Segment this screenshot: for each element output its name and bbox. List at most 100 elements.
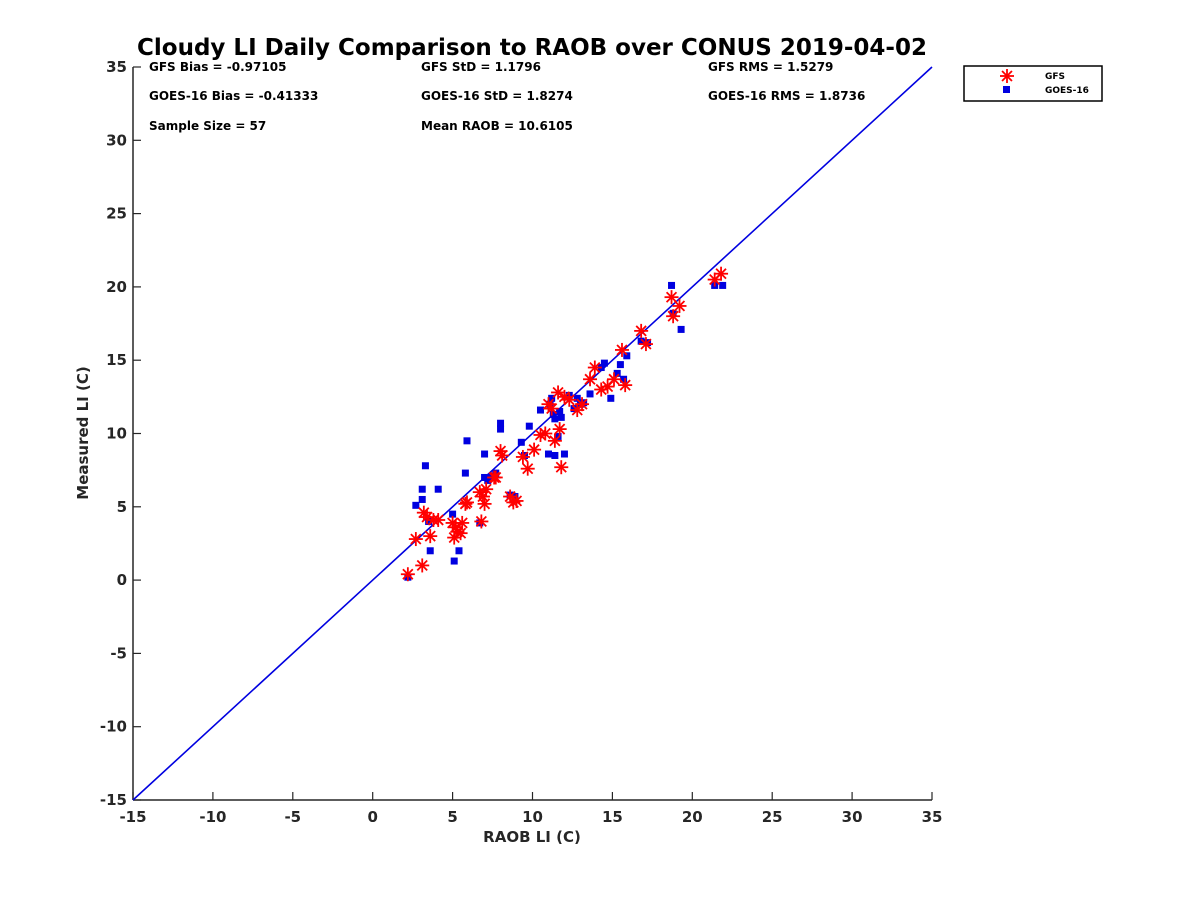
goes16-point xyxy=(551,451,559,459)
x-tick-label: -10 xyxy=(199,808,226,826)
goes16-point xyxy=(536,406,544,414)
goes16-point xyxy=(620,375,628,383)
stat-text: Sample Size = 57 xyxy=(149,119,266,133)
gfs-point xyxy=(562,392,577,407)
goes16-point xyxy=(551,415,559,423)
goes16-point xyxy=(637,337,645,345)
gfs-point xyxy=(474,514,489,529)
y-tick-label: 35 xyxy=(106,58,127,76)
goes16-point xyxy=(463,437,471,445)
gfs-point xyxy=(459,495,474,510)
goes16-point xyxy=(556,408,564,416)
gfs-point xyxy=(552,422,567,437)
y-tick-label: 5 xyxy=(117,498,127,516)
gfs-point xyxy=(495,448,510,463)
legend-goes-label: GOES-16 xyxy=(1045,86,1089,96)
gfs-point xyxy=(527,442,542,457)
legend-asterisk xyxy=(1000,69,1014,83)
gfs-point xyxy=(587,360,602,375)
goes16-point xyxy=(548,394,556,402)
goes16-point xyxy=(412,501,420,509)
goes16-point xyxy=(484,476,492,484)
goes16-point xyxy=(544,450,552,458)
gfs-point xyxy=(400,567,415,582)
goes16-point xyxy=(607,394,615,402)
gfs-point xyxy=(431,512,446,527)
x-tick-label: 25 xyxy=(762,808,783,826)
goes16-point xyxy=(557,413,565,421)
gfs-point xyxy=(544,401,559,416)
gfs-point xyxy=(638,337,653,352)
x-tick-label: -15 xyxy=(119,808,146,826)
gfs-point xyxy=(477,496,492,511)
gfs-point xyxy=(520,461,535,476)
goes16-point xyxy=(434,485,442,493)
x-tick-label: 15 xyxy=(602,808,623,826)
goes16-point xyxy=(623,352,631,360)
x-tick-label: 30 xyxy=(842,808,863,826)
gfs-point xyxy=(606,372,621,387)
stat-text: GFS StD = 1.1796 xyxy=(421,60,541,74)
gfs-point xyxy=(583,372,598,387)
goes16-point xyxy=(600,359,608,367)
legend-box xyxy=(963,65,1103,102)
gfs-point xyxy=(423,529,438,544)
gfs-point xyxy=(408,532,423,547)
x-tick-label: 20 xyxy=(682,808,703,826)
stat-text: GOES-16 Bias = -0.41333 xyxy=(149,89,318,103)
goes16-point xyxy=(560,450,568,458)
gfs-point xyxy=(533,427,548,442)
stat-text: GOES-16 RMS = 1.8736 xyxy=(708,89,865,103)
legend-gfs-label: GFS xyxy=(1045,72,1065,82)
goes16-point xyxy=(450,557,458,565)
goes16-point xyxy=(719,281,727,289)
chart-title: Cloudy LI Daily Comparison to RAOB over … xyxy=(137,35,927,61)
legend: GFS GOES-16 xyxy=(963,65,1103,102)
goes16-point xyxy=(418,485,426,493)
goes16-point xyxy=(525,422,533,430)
gfs-point xyxy=(455,515,470,530)
goes16-point xyxy=(616,361,624,369)
x-tick-label: 5 xyxy=(447,808,457,826)
stat-text: GOES-16 StD = 1.8274 xyxy=(421,89,573,103)
gfs-point xyxy=(547,433,562,448)
y-tick-label: -10 xyxy=(100,718,127,736)
gfs-point xyxy=(714,266,729,281)
gfs-point xyxy=(672,298,687,313)
y-tick-label: -15 xyxy=(100,791,127,809)
x-tick-label: -5 xyxy=(284,808,301,826)
goes16-point xyxy=(613,369,621,377)
goes16-point xyxy=(455,547,463,555)
gfs-point xyxy=(509,493,524,508)
gfs-point xyxy=(554,460,569,475)
gfs-point xyxy=(515,449,530,464)
gfs-point xyxy=(614,342,629,357)
y-tick-label: 15 xyxy=(106,351,127,369)
goes16-point xyxy=(586,390,594,398)
gfs-point xyxy=(575,397,590,412)
gfs-point xyxy=(479,482,494,497)
goes16-point xyxy=(449,510,457,518)
gfs-point xyxy=(618,378,633,393)
goes16-point xyxy=(497,425,505,433)
gfs-point xyxy=(453,526,468,541)
goes16-point xyxy=(573,394,581,402)
plot-area: -15 -10 -5 0 5 10 15 20 25 30 35 -15 -10 -5 0 5 10 15 20 25… xyxy=(100,58,943,826)
gfs-point xyxy=(666,309,681,324)
legend-goes-marker-icon xyxy=(1003,86,1010,93)
goes16-point xyxy=(570,405,578,413)
goes16-point xyxy=(418,495,426,503)
y-axis-label: Measured LI (C) xyxy=(74,366,92,499)
x-tick-label: 0 xyxy=(367,808,377,826)
legend-gfs-marker-icon xyxy=(1000,69,1014,83)
x-tick-label: 35 xyxy=(922,808,943,826)
goes16-point xyxy=(677,325,685,333)
goes16-point xyxy=(497,419,505,427)
goes16-point xyxy=(426,547,434,555)
gfs-point xyxy=(664,290,679,305)
goes16-point xyxy=(517,438,525,446)
y-tick-label: 20 xyxy=(106,278,127,296)
gfs-point xyxy=(600,379,615,394)
gfs-point xyxy=(634,323,649,338)
